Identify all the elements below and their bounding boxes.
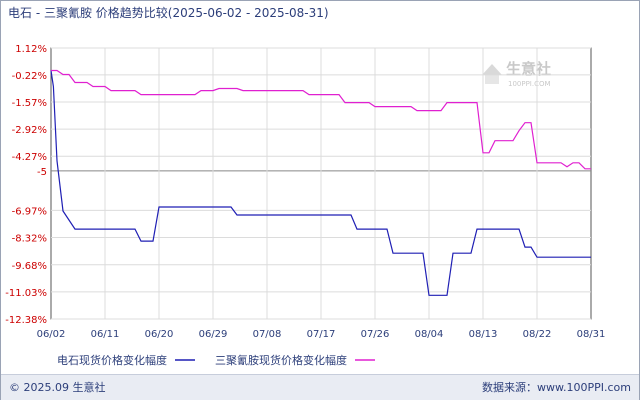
chart-svg: 电石 - 三聚氰胺 价格趋势比较(2025-06-02 - 2025-08-31… bbox=[5, 5, 606, 367]
x-tick-label: 06/02 bbox=[37, 329, 66, 340]
x-tick-label: 06/11 bbox=[91, 329, 120, 340]
y-tick-label: -6.97% bbox=[12, 206, 47, 217]
legend-label-1: 电石现货价格变化幅度 bbox=[57, 353, 167, 367]
chart-title: 电石 - 三聚氰胺 价格趋势比较(2025-06-02 - 2025-08-31… bbox=[8, 5, 329, 20]
footer-copyright: © 2025.09 生意社 bbox=[9, 381, 106, 394]
y-tick-label: -5 bbox=[37, 167, 47, 178]
x-tick-label: 08/22 bbox=[523, 329, 552, 340]
x-tick-label: 08/04 bbox=[415, 329, 444, 340]
legend-label-2: 三聚氰胺现货价格变化幅度 bbox=[215, 353, 347, 367]
y-tick-label: -1.57% bbox=[12, 98, 47, 109]
y-tick-label: -8.32% bbox=[12, 233, 47, 244]
watermark-text: 生意社 bbox=[506, 60, 551, 78]
watermark-logo: 生意社 100PPI.COM bbox=[482, 60, 551, 88]
y-tick-label: -4.27% bbox=[12, 152, 47, 163]
y-tick-label: -9.68% bbox=[12, 261, 47, 272]
x-tick-label: 07/08 bbox=[253, 329, 282, 340]
y-tick-label: -0.22% bbox=[12, 71, 47, 82]
y-tick-label: -12.38% bbox=[5, 315, 47, 326]
series-line-1 bbox=[50, 70, 591, 296]
x-tick-label: 08/31 bbox=[577, 329, 606, 340]
footer-bar: © 2025.09 生意社 数据来源：www.100PPI.com bbox=[1, 374, 639, 400]
x-tick-label: 07/17 bbox=[307, 329, 336, 340]
y-tick-label: -11.03% bbox=[5, 288, 47, 299]
series-line-2 bbox=[51, 69, 591, 170]
x-tick-label: 06/20 bbox=[145, 329, 174, 340]
y-tick-label: 1.12% bbox=[15, 44, 47, 55]
x-tick-label: 07/26 bbox=[361, 329, 390, 340]
y-tick-label: -2.92% bbox=[12, 125, 47, 136]
footer-source: 数据来源：www.100PPI.com bbox=[482, 381, 631, 394]
watermark-subtext: 100PPI.COM bbox=[508, 80, 551, 88]
x-tick-label: 06/29 bbox=[199, 329, 228, 340]
x-tick-label: 08/13 bbox=[469, 329, 498, 340]
